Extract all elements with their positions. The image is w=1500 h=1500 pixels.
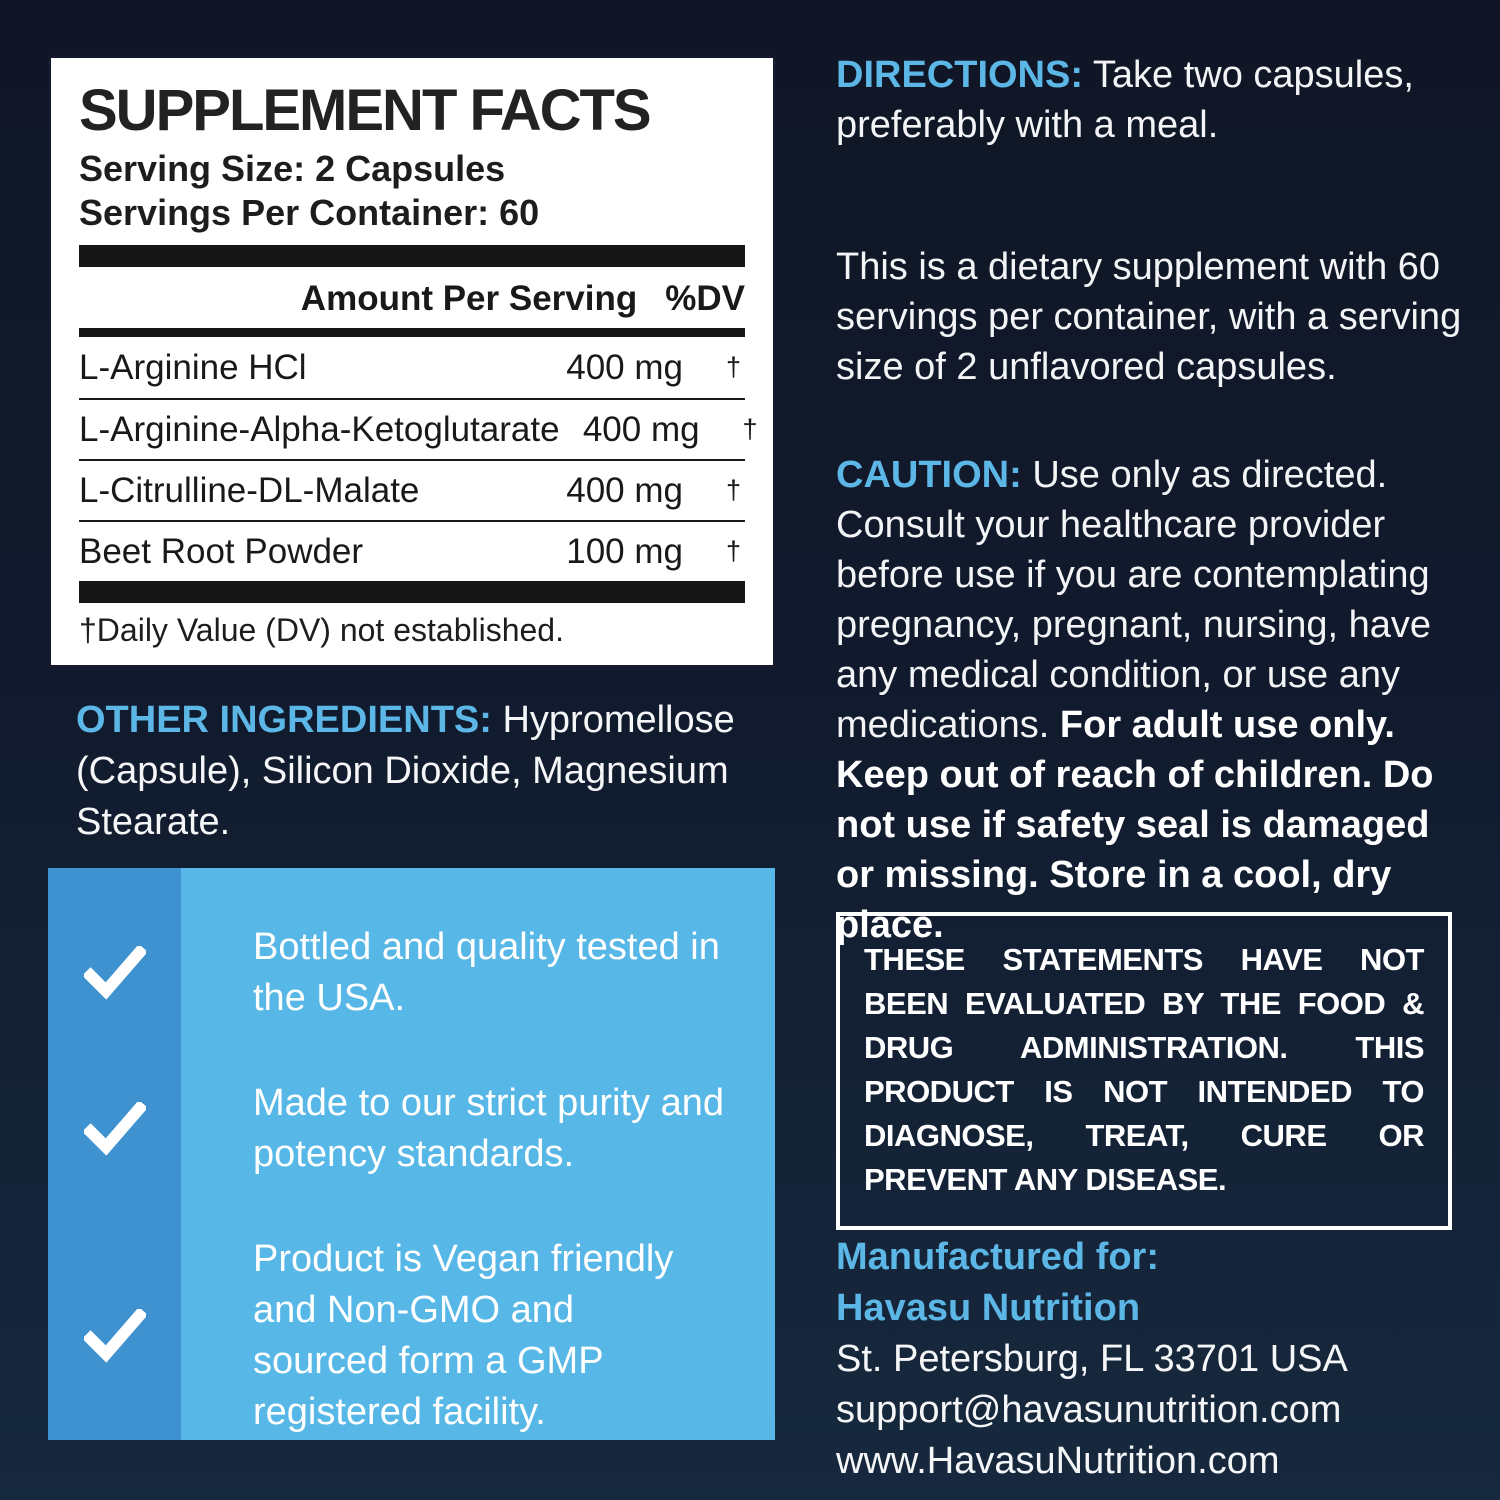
checkmark-icon (48, 946, 181, 1000)
caution-text: Use only as directed. Consult your healt… (836, 454, 1432, 746)
checklist-item-text: Made to our strict purity and potency st… (253, 1082, 724, 1175)
caution-bold-text: For adult use only. Keep out of reach of… (836, 704, 1434, 946)
table-row: L-Arginine-Alpha-Ketoglutarate 400 mg † (79, 398, 758, 459)
fda-disclaimer-box: THESE STATEMENTS HAVE NOT BEEN EVALUATED… (836, 912, 1452, 1230)
checkmark-icon (48, 1102, 181, 1156)
checkmark-icon (48, 1309, 181, 1363)
ingredient-name: L-Arginine-Alpha-Ketoglutarate (79, 409, 560, 449)
other-ingredients-label: OTHER INGREDIENTS: (76, 699, 492, 741)
table-row: L-Arginine HCl 400 mg † (79, 337, 745, 398)
ingredient-name: L-Citrulline-DL-Malate (79, 470, 420, 510)
ingredient-name: L-Arginine HCl (79, 347, 307, 387)
divider-bar-thick-bottom (79, 581, 745, 603)
ingredient-dv: † (742, 414, 758, 444)
directions-paragraph: DIRECTIONS: Take two capsules, preferabl… (836, 50, 1468, 150)
other-ingredients-text: Hypromellose (Capsule), Silicon Dioxide,… (76, 699, 735, 843)
ingredient-name: Beet Root Powder (79, 531, 364, 571)
table-row: Beet Root Powder 100 mg † (79, 520, 745, 581)
list-item: Made to our strict purity and potency st… (48, 1078, 739, 1180)
manufacturer-label: Manufactured for: (836, 1236, 1159, 1278)
column-header-amount: Amount Per Serving (300, 279, 638, 318)
manufacturer-address: St. Petersburg, FL 33701 USA (836, 1338, 1348, 1380)
serving-size: Serving Size: 2 Capsules (79, 148, 506, 189)
directions-text: Take two capsules, preferably with a mea… (836, 54, 1414, 146)
checklist-item-text: Product is Vegan friendly and Non-GMO an… (253, 1238, 674, 1433)
column-header-dv: %DV (665, 279, 745, 318)
other-ingredients: OTHER INGREDIENTS: Hypromellose (Capsule… (76, 695, 782, 848)
facts-table: L-Arginine HCl 400 mg † L-Arginine-Alpha… (79, 337, 758, 581)
ingredient-amount: 400 mg (582, 409, 700, 449)
daily-value-footnote: †Daily Value (DV) not established. (79, 612, 564, 648)
divider-bar-thick-top (79, 245, 745, 267)
directions-label: DIRECTIONS: (836, 54, 1083, 96)
ingredient-amount: 400 mg (566, 470, 683, 510)
caution-paragraph: CAUTION: Use only as directed. Consult y… (836, 450, 1468, 950)
manufacturer-email: support@havasunutrition.com (836, 1389, 1342, 1431)
manufacturer-website: www.HavasuNutrition.com (836, 1440, 1280, 1482)
ingredient-dv: † (725, 536, 741, 566)
ingredient-dv: † (725, 475, 741, 505)
caution-label: CAUTION: (836, 454, 1022, 496)
supplement-facts-title: SUPPLEMENT FACTS (79, 78, 652, 143)
checklist-item-text: Bottled and quality tested in the USA. (253, 926, 720, 1019)
divider-bar-medium (79, 328, 745, 337)
manufacturer-name: Havasu Nutrition (836, 1287, 1141, 1329)
ingredient-dv: † (725, 352, 741, 382)
ingredient-amount: 400 mg (566, 347, 683, 387)
table-row: L-Citrulline-DL-Malate 400 mg † (79, 459, 745, 520)
ingredient-amount: 100 mg (566, 531, 683, 571)
manufacturer-block: Manufactured for: Havasu Nutrition St. P… (836, 1232, 1468, 1487)
list-item: Product is Vegan friendly and Non-GMO an… (48, 1234, 739, 1438)
fda-disclaimer-text: THESE STATEMENTS HAVE NOT BEEN EVALUATED… (864, 942, 1425, 1197)
quality-checklist-box: Bottled and quality tested in the USA. M… (48, 868, 775, 1440)
supplement-facts-panel: SUPPLEMENT FACTS Serving Size: 2 Capsule… (48, 55, 776, 668)
supplement-description: This is a dietary supplement with 60 ser… (836, 246, 1462, 388)
servings-per-container: Servings Per Container: 60 (79, 192, 540, 233)
list-item: Bottled and quality tested in the USA. (48, 922, 739, 1024)
facts-table-header: Amount Per Serving %DV (79, 279, 745, 319)
